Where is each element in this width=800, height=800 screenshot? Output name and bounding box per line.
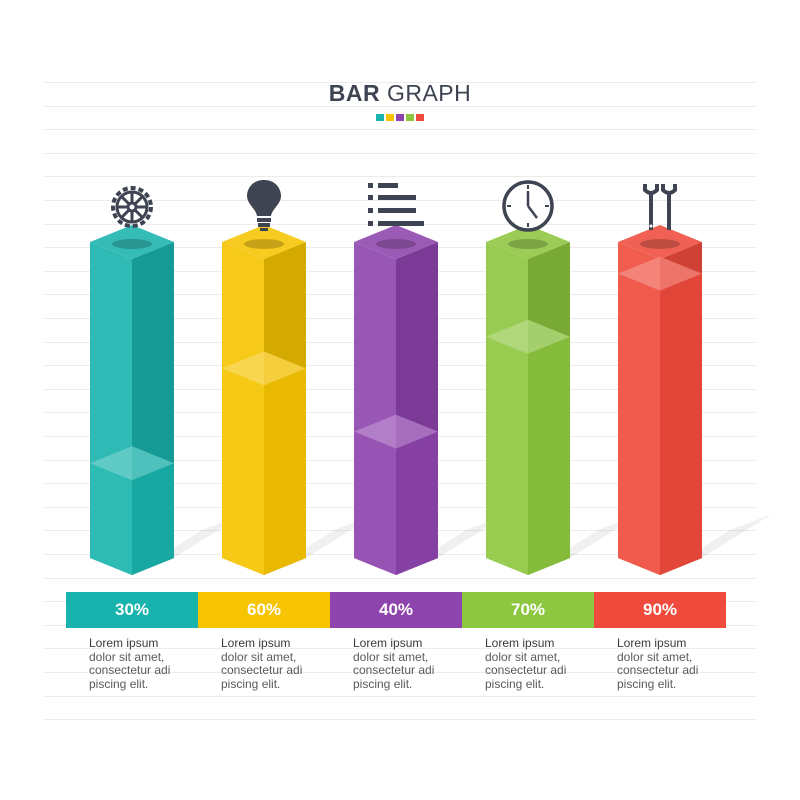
bar-top-hole <box>508 239 548 249</box>
descriptions: Lorem ipsum dolor sit amet, consectetur ad… <box>66 636 726 691</box>
description-text: Lorem ipsum dolor sit amet, consectetur ad… <box>485 636 567 691</box>
bar-glass <box>354 242 396 449</box>
color-dot <box>416 114 424 121</box>
bar-fill-right <box>132 463 174 575</box>
title-bold: BAR <box>328 80 381 106</box>
bar-top-hole <box>376 239 416 249</box>
title-rest: GRAPH <box>386 80 472 106</box>
description-text: Lorem ipsum dolor sit amet, consectetur ad… <box>89 636 171 691</box>
bar-top-face <box>90 225 174 259</box>
bar-top-face <box>486 225 570 259</box>
bar-glass <box>486 242 528 354</box>
bar-fill-right <box>264 368 306 575</box>
bar-top-hole <box>640 239 680 249</box>
clock-icon <box>502 180 554 232</box>
bar-top-hole <box>244 239 284 249</box>
bar-glass <box>222 242 264 386</box>
value-label: 70% <box>462 592 594 628</box>
value-label: 30% <box>66 592 198 628</box>
bar-glass <box>90 242 132 481</box>
bar-fill-left <box>618 273 660 575</box>
gear-icon <box>111 186 153 228</box>
bar-level-plane <box>618 256 702 291</box>
bar-top-face <box>354 225 438 259</box>
value-strip: 30% 60% 40% 70% 90% <box>66 592 726 628</box>
description-text: Lorem ipsum dolor sit amet, consectetur ad… <box>617 636 699 691</box>
list-icon <box>368 183 424 226</box>
title-color-dots <box>376 114 424 121</box>
bar-level-plane <box>486 319 570 354</box>
bar-level-plane <box>354 414 438 449</box>
description-text: Lorem ipsum dolor sit amet, consectetur ad… <box>221 636 303 691</box>
color-dot <box>386 114 394 121</box>
color-dot <box>376 114 384 121</box>
bar-top-hole <box>112 239 152 249</box>
description-text: Lorem ipsum dolor sit amet, consectetur ad… <box>353 636 435 691</box>
bar-fill-right <box>396 431 438 575</box>
color-dot <box>406 114 414 121</box>
bar-fill-left <box>354 431 396 575</box>
bar-fill-left <box>486 336 528 575</box>
bar-fill-right <box>660 273 702 575</box>
bar-top-face <box>618 225 702 259</box>
bar-fill-left <box>222 368 264 575</box>
chart-title: BAR GRAPH <box>0 80 800 107</box>
bulb-icon <box>247 180 281 231</box>
bar-fill-left <box>90 463 132 575</box>
bar-glass <box>618 242 660 291</box>
color-dot <box>396 114 404 121</box>
bar-level-plane <box>90 446 174 481</box>
bar-top-face <box>222 225 306 259</box>
bar-fill-right <box>528 336 570 575</box>
bar-level-plane <box>222 351 306 386</box>
value-label: 60% <box>198 592 330 628</box>
wrench-icon <box>643 184 677 230</box>
value-label: 90% <box>594 592 726 628</box>
value-label: 40% <box>330 592 462 628</box>
